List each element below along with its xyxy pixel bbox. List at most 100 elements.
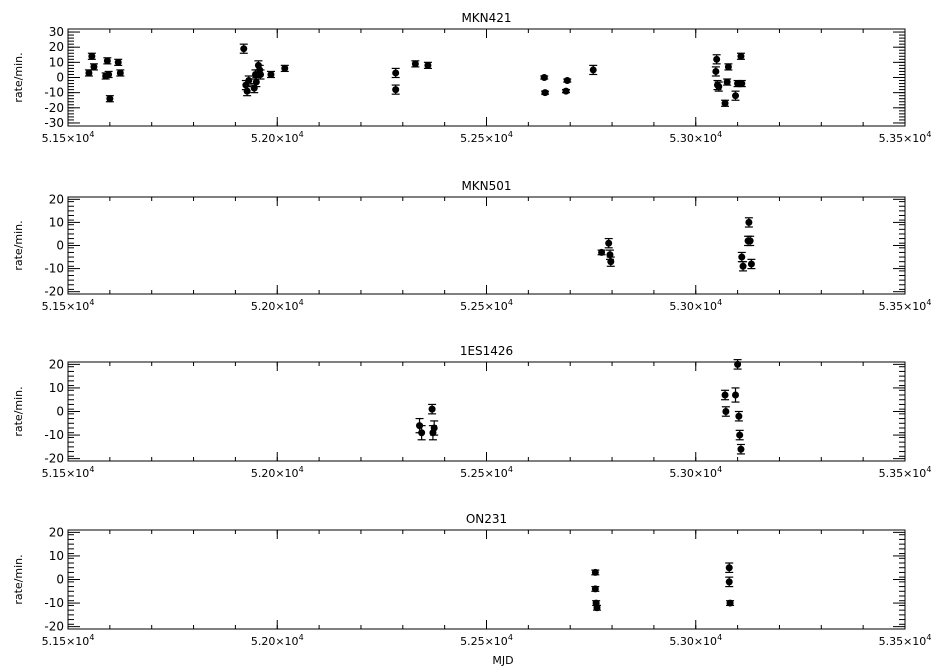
y-tick-label: -10 <box>44 596 64 610</box>
data-point <box>428 405 436 413</box>
x-tick-exponent: 4 <box>926 633 931 642</box>
data-point <box>591 585 599 593</box>
x-tick-exponent: 4 <box>89 633 94 642</box>
y-tick-label: -10 <box>44 86 64 100</box>
data-point <box>732 92 740 100</box>
x-tick-mantissa: 5.30×10 <box>669 467 717 480</box>
x-tick-exponent: 4 <box>717 633 722 642</box>
x-tick-exponent: 4 <box>926 298 931 307</box>
x-tick-label: 5.30×104 <box>669 465 722 480</box>
x-tick-exponent: 4 <box>717 465 722 474</box>
x-tick-mantissa: 5.25×10 <box>460 300 508 313</box>
data-point <box>607 258 615 266</box>
data-point <box>88 52 96 60</box>
x-tick-mantissa: 5.30×10 <box>669 132 717 145</box>
x-tick-exponent: 4 <box>717 298 722 307</box>
data-point <box>563 77 571 85</box>
x-tick-mantissa: 5.20×10 <box>251 467 299 480</box>
x-tick-exponent: 4 <box>89 130 94 139</box>
y-tick-label: -10 <box>44 428 64 442</box>
x-tick-exponent: 4 <box>926 130 931 139</box>
x-tick-label: 5.35×104 <box>879 298 932 313</box>
panel-title: 1ES1426 <box>460 344 513 358</box>
x-tick-label: 5.15×104 <box>42 298 95 313</box>
y-tick-label: 10 <box>49 215 64 229</box>
data-point <box>418 429 426 437</box>
y-tick-label: 20 <box>49 40 64 54</box>
data-point <box>735 412 743 420</box>
x-tick-exponent: 4 <box>926 465 931 474</box>
data-point <box>90 63 98 71</box>
y-tick-label: 0 <box>56 573 64 587</box>
x-tick-exponent: 4 <box>299 633 304 642</box>
x-tick-label: 5.30×104 <box>669 633 722 648</box>
panel-title: ON231 <box>466 512 507 526</box>
x-tick-label: 5.30×104 <box>669 298 722 313</box>
data-point <box>267 70 275 78</box>
y-tick-label: 10 <box>49 381 64 395</box>
data-point <box>106 95 114 103</box>
x-tick-label: 5.25×104 <box>460 130 513 145</box>
panel-title: MKN421 <box>461 11 511 25</box>
data-point <box>724 63 732 71</box>
data-point <box>240 45 248 53</box>
data-point <box>598 248 606 256</box>
plot-frame <box>67 196 906 295</box>
data-point <box>722 408 730 415</box>
data-point <box>593 604 601 612</box>
data-point <box>105 70 113 78</box>
plot-frame <box>67 361 906 462</box>
y-tick-label: -20 <box>44 285 64 299</box>
y-tick-label: 0 <box>56 239 64 253</box>
data-point <box>747 260 755 268</box>
plot-frame <box>67 529 906 630</box>
x-tick-mantissa: 5.25×10 <box>460 467 508 480</box>
data-point <box>589 66 597 74</box>
y-tick-label: 0 <box>56 405 64 419</box>
data-point <box>721 99 729 107</box>
y-axis-label: rate/min. <box>12 52 25 102</box>
y-axis-label: rate/min. <box>12 220 25 270</box>
x-tick-label: 5.20×104 <box>251 633 304 648</box>
data-point <box>392 69 400 77</box>
data-point <box>746 237 754 245</box>
data-point <box>424 61 432 69</box>
plot-frame <box>67 28 906 127</box>
data-point <box>411 60 419 68</box>
x-tick-label: 5.20×104 <box>251 465 304 480</box>
y-axis-label: rate/min. <box>12 386 25 436</box>
x-tick-mantissa: 5.20×10 <box>251 300 299 313</box>
x-tick-exponent: 4 <box>89 465 94 474</box>
data-point <box>726 599 734 607</box>
data-point <box>103 57 111 65</box>
data-point <box>605 239 613 247</box>
panel-title: MKN501 <box>461 179 511 193</box>
y-tick-label: 0 <box>56 71 64 85</box>
y-tick-label: -10 <box>44 262 64 276</box>
data-point <box>243 87 251 95</box>
data-point <box>245 77 253 85</box>
x-tick-exponent: 4 <box>508 465 513 474</box>
x-tick-mantissa: 5.35×10 <box>879 467 927 480</box>
x-tick-label: 5.35×104 <box>879 633 932 648</box>
x-tick-label: 5.15×104 <box>42 465 95 480</box>
x-tick-mantissa: 5.30×10 <box>669 300 717 313</box>
data-point <box>252 78 260 86</box>
y-tick-label: -20 <box>44 620 64 634</box>
data-point <box>116 69 124 77</box>
x-tick-label: 5.25×104 <box>460 465 513 480</box>
y-tick-label: -20 <box>44 452 64 466</box>
y-tick-label: 10 <box>49 549 64 563</box>
x-tick-exponent: 4 <box>717 130 722 139</box>
x-tick-label: 5.25×104 <box>460 298 513 313</box>
x-tick-mantissa: 5.15×10 <box>42 300 90 313</box>
data-point <box>541 89 549 97</box>
data-point <box>540 74 548 81</box>
x-tick-exponent: 4 <box>299 465 304 474</box>
data-point <box>737 445 745 453</box>
y-tick-label: 30 <box>49 25 64 39</box>
